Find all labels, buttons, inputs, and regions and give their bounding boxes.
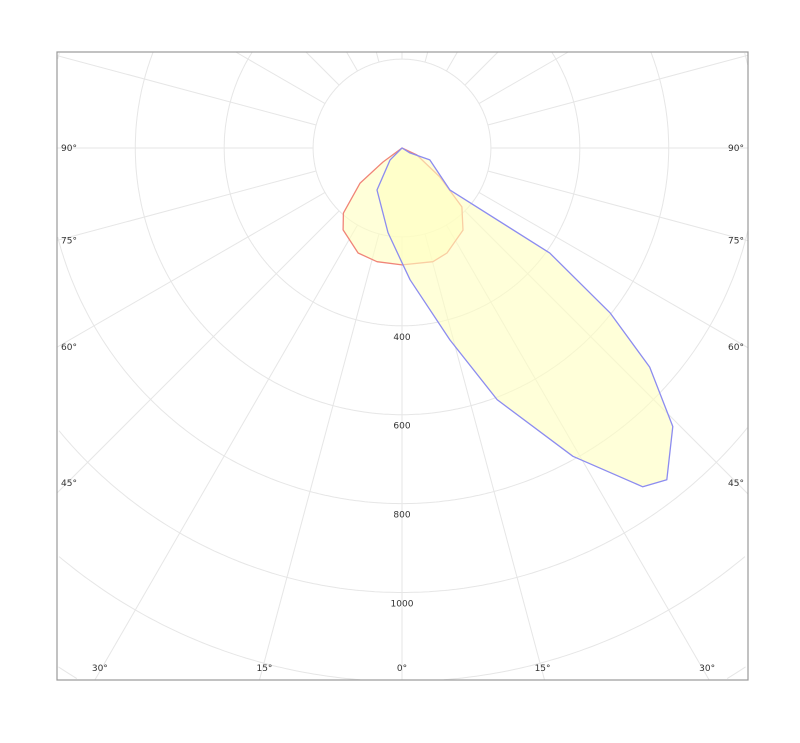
angle-label: 30° — [699, 664, 715, 674]
angle-label: 15° — [256, 664, 272, 674]
grid-radial-line — [375, 52, 380, 63]
radial-tick-label: 1000 — [391, 600, 414, 610]
grid-radial-line — [235, 52, 326, 104]
angle-label: 30° — [92, 664, 108, 674]
axis-labels: 400 600 800 1000 90° 90° 75° 75° 60° 60° 45° 45° 30°… — [61, 144, 744, 674]
angle-label: 90° — [728, 144, 744, 154]
grid-radial-line — [487, 54, 748, 126]
grid-circle — [134, 52, 670, 416]
radial-tick-label: 400 — [393, 333, 410, 343]
angle-label: 60° — [728, 343, 744, 353]
grid-radial-line — [57, 192, 326, 348]
angle-label: 60° — [61, 343, 77, 353]
grid-radial-line — [446, 52, 458, 72]
grid-radial-line — [478, 192, 748, 349]
grid-radial-line — [424, 52, 429, 63]
grid-radial-line — [346, 52, 358, 72]
grid-radial-line — [478, 52, 569, 104]
radial-tick-label: 600 — [393, 422, 410, 432]
grid-circle — [58, 427, 748, 593]
grid-radial-line — [57, 55, 317, 126]
grid — [57, 52, 748, 680]
grid-radial-line — [464, 52, 499, 86]
grid-radial-line — [94, 224, 358, 680]
grid-radial-line — [258, 233, 380, 680]
series-group — [342, 147, 674, 488]
radial-tick-label: 800 — [393, 511, 410, 521]
grid-radial-line — [57, 170, 317, 241]
angle-label: 75° — [728, 236, 744, 246]
angle-label: 45° — [728, 479, 744, 489]
angle-label: 75° — [61, 236, 77, 246]
angle-label: 45° — [61, 479, 77, 489]
grid-circle — [58, 556, 746, 680]
grid-radial-line — [57, 210, 340, 494]
grid-radial-line — [487, 170, 748, 242]
plot-frame — [56, 51, 749, 681]
angle-label: 15° — [535, 664, 551, 674]
angle-label: 90° — [61, 144, 77, 154]
grid-circle — [58, 666, 746, 680]
series-curve-2 — [376, 147, 674, 488]
angle-label: 0° — [397, 664, 407, 674]
grid-radial-line — [305, 52, 340, 86]
